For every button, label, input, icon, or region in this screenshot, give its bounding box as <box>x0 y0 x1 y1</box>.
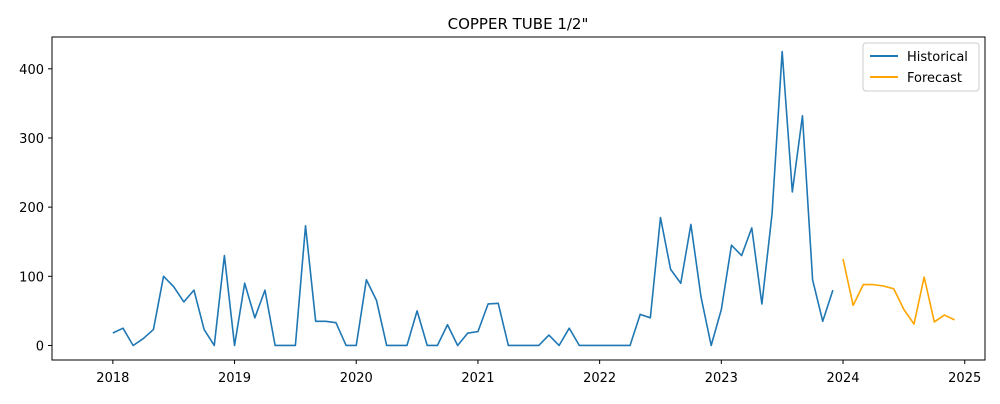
y-tick-label: 100 <box>19 270 44 285</box>
x-tick-label: 2022 <box>583 371 616 386</box>
x-tick-label: 2021 <box>461 371 494 386</box>
plot-frame <box>51 36 986 361</box>
series-line-forecast <box>842 258 955 325</box>
x-tick-label: 2020 <box>340 371 373 386</box>
x-axis: 2018 2019 2020 2021 2022 2023 2024 2025 <box>96 360 981 386</box>
x-tick-label: 2025 <box>948 371 981 386</box>
y-tick-label: 200 <box>19 201 44 216</box>
x-tick-label: 2023 <box>705 371 738 386</box>
x-tick-label: 2018 <box>96 371 129 386</box>
x-tick-label: 2024 <box>826 371 859 386</box>
chart-title: COPPER TUBE 1/2" <box>448 15 589 33</box>
x-tick-label: 2019 <box>218 371 251 386</box>
series-line-historical <box>112 50 834 347</box>
series-layer <box>112 50 955 347</box>
legend-label-historical: Historical <box>907 50 968 65</box>
y-tick-label: 300 <box>19 132 44 147</box>
legend: Historical Forecast <box>862 42 980 92</box>
legend-label-forecast: Forecast <box>907 71 962 86</box>
y-axis: 0 100 200 300 400 <box>19 63 52 354</box>
y-tick-label: 0 <box>36 339 44 354</box>
y-tick-label: 400 <box>19 63 44 78</box>
